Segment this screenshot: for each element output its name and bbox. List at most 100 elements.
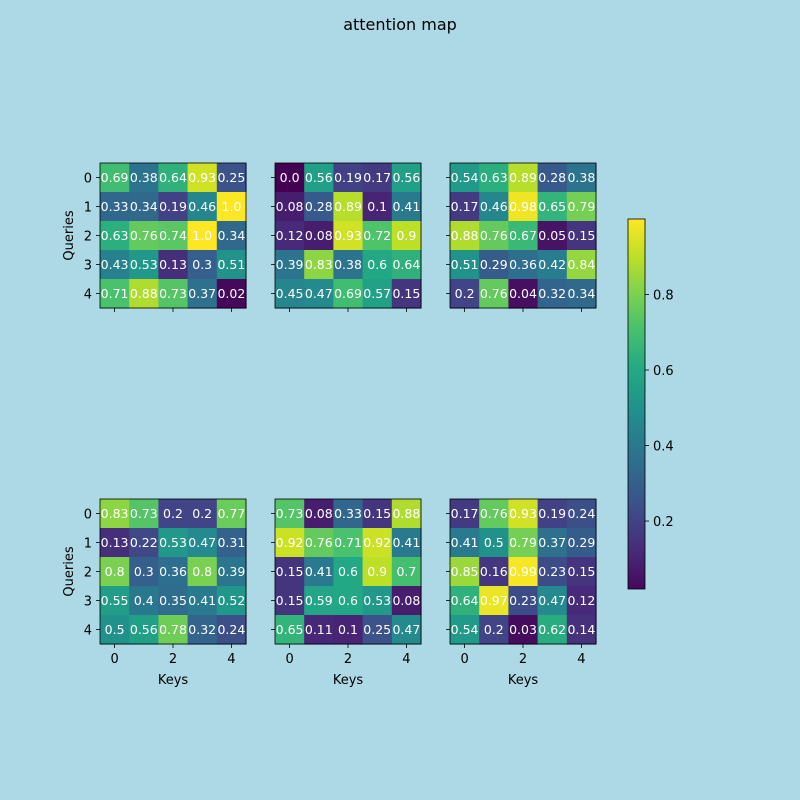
cell-value-label: 0.64	[392, 257, 420, 272]
cell-value-label: 0.15	[567, 228, 595, 243]
heatmap-cell	[508, 557, 539, 587]
heatmap-cell	[158, 615, 189, 645]
attention-head-3: 0.54 0.63 0.89 0.28 0.38 0.17 0.46 0.98 0.65 0.79…	[446, 162, 597, 312]
cell-value-label: 0.05	[538, 228, 566, 243]
cell-value-label: 0.41	[451, 535, 479, 550]
cell-value-label: 0.62	[538, 622, 566, 637]
heatmap-cell	[537, 615, 568, 645]
cell-value-label: 0.0	[280, 170, 300, 185]
heatmap-cell	[275, 615, 305, 645]
heatmap-cell	[450, 499, 480, 529]
heatmap-cell	[158, 279, 189, 309]
cell-value-label: 0.37	[538, 535, 566, 550]
heatmap-cell	[216, 499, 247, 529]
heatmap-cell	[100, 250, 130, 280]
x-tick-label: 4	[402, 652, 410, 667]
heatmap-cell	[508, 279, 539, 309]
heatmap-cell	[391, 557, 422, 587]
cell-value-label: 0.19	[159, 199, 187, 214]
heatmap-cell	[391, 586, 422, 616]
cell-value-label: 0.02	[217, 286, 245, 301]
heatmap-cell	[216, 192, 247, 222]
cell-value-label: 0.24	[567, 506, 595, 521]
cell-value-label: 0.98	[509, 199, 537, 214]
cell-value-label: 0.2	[455, 286, 475, 301]
y-tick-label: 2	[84, 230, 92, 245]
cell-value-label: 0.08	[305, 506, 333, 521]
cell-value-label: 0.42	[538, 257, 566, 272]
heatmap-cell	[187, 557, 218, 587]
cell-value-label: 0.6	[367, 257, 387, 272]
heatmap-cell	[450, 163, 480, 193]
heatmap-cell	[216, 528, 247, 558]
cell-value-label: 0.17	[451, 506, 479, 521]
cell-value-label: 0.12	[276, 228, 304, 243]
cell-value-label: 0.93	[509, 506, 537, 521]
cell-value-label: 0.47	[305, 286, 333, 301]
heatmap-cell	[479, 557, 509, 587]
heatmap-cell	[129, 163, 159, 193]
heatmap-cell	[304, 586, 334, 616]
heatmap-cell	[362, 615, 393, 645]
cell-value-label: 0.6	[338, 564, 358, 579]
heatmap-cell	[479, 250, 509, 280]
colorbar-tick-label: 0.2	[653, 515, 674, 530]
cell-value-label: 0.38	[567, 170, 595, 185]
cell-value-label: 0.97	[480, 593, 508, 608]
heatmap-cell	[391, 279, 422, 309]
cell-value-label: 0.92	[276, 535, 304, 550]
heatmap-cell	[129, 615, 159, 645]
heatmap-cell	[100, 615, 130, 645]
cell-value-label: 0.3	[134, 564, 154, 579]
heatmap-cell	[304, 528, 334, 558]
y-axis-label: Queries	[62, 210, 77, 260]
heatmap-cell	[216, 221, 247, 251]
cell-value-label: 0.28	[538, 170, 566, 185]
colorbar: 0.2 0.4 0.6 0.8	[627, 218, 674, 590]
y-tick-label: 1	[84, 537, 92, 552]
heatmap-panels: 0.69 0.38 0.64 0.93 0.250.33 0.34 0.19 0.46 1.00…	[62, 162, 597, 688]
cell-value-label: 0.67	[509, 228, 537, 243]
cell-value-label: 0.39	[217, 564, 245, 579]
cell-value-label: 0.08	[392, 593, 420, 608]
x-axis-label: Keys	[508, 673, 539, 688]
cell-value-label: 0.29	[480, 257, 508, 272]
heatmap-cell	[129, 250, 159, 280]
cell-value-label: 0.51	[217, 257, 245, 272]
heatmap-cell	[158, 250, 189, 280]
colorbar-tick-label: 0.4	[653, 440, 674, 455]
heatmap-cell	[362, 279, 393, 309]
cell-value-label: 0.31	[217, 535, 245, 550]
cell-value-label: 0.53	[363, 593, 391, 608]
x-tick-label: 2	[169, 652, 177, 667]
cell-value-label: 0.3	[192, 257, 212, 272]
cell-value-label: 0.39	[276, 257, 304, 272]
heatmap-cell	[566, 615, 597, 645]
heatmap-cell	[333, 192, 364, 222]
cell-value-label: 0.24	[217, 622, 245, 637]
cell-value-label: 0.25	[363, 622, 391, 637]
heatmap-cell	[566, 528, 597, 558]
cell-value-label: 0.88	[130, 286, 158, 301]
cell-value-label: 0.78	[159, 622, 187, 637]
heatmap-cell	[187, 586, 218, 616]
x-axis-label: Keys	[333, 673, 364, 688]
cell-value-label: 0.56	[130, 622, 158, 637]
colorbar-gradient	[627, 218, 646, 590]
cell-value-label: 0.47	[392, 622, 420, 637]
heatmap-cell	[100, 499, 130, 529]
heatmap-cell	[362, 528, 393, 558]
heatmap-cell	[158, 163, 189, 193]
cell-value-label: 0.19	[334, 170, 362, 185]
cell-value-label: 0.03	[509, 622, 537, 637]
cell-value-label: 0.72	[363, 228, 391, 243]
heatmap-cell	[566, 557, 597, 587]
heatmap-cell	[479, 586, 509, 616]
heatmap-cell	[362, 192, 393, 222]
heatmap-cell	[479, 279, 509, 309]
cell-value-label: 0.64	[451, 593, 479, 608]
heatmap-cell	[187, 221, 218, 251]
cell-value-label: 0.46	[480, 199, 508, 214]
heatmap-cell	[362, 221, 393, 251]
heatmap-cell	[158, 586, 189, 616]
